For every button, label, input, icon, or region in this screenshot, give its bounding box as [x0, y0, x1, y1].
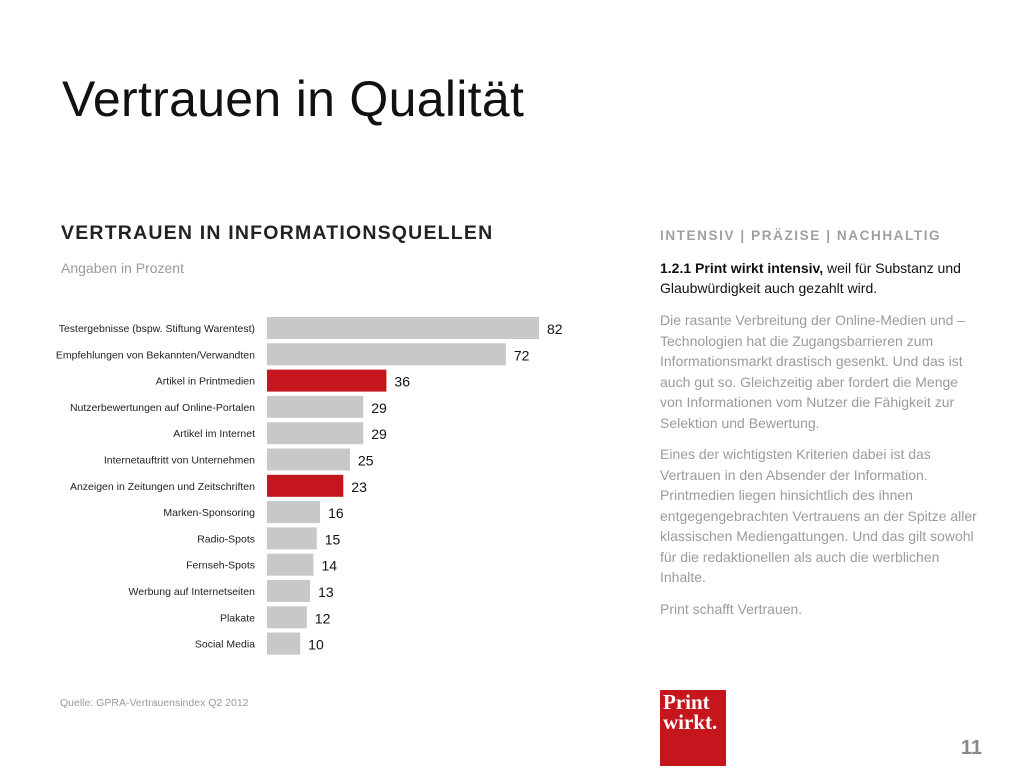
- bar: [267, 395, 364, 418]
- chart-title: VERTRAUEN IN INFORMATIONSQUELLEN: [61, 222, 494, 244]
- category-label: Empfehlungen von Bekannten/Verwandten: [56, 349, 255, 361]
- value-label: 15: [325, 531, 341, 547]
- value-label: 29: [371, 426, 387, 442]
- bar: [267, 422, 364, 445]
- bar: [267, 369, 387, 392]
- category-label: Social Media: [195, 639, 255, 651]
- bar: [267, 527, 317, 550]
- bar: [267, 474, 344, 497]
- value-label: 36: [394, 374, 410, 390]
- bar: [267, 553, 314, 576]
- value-label: 82: [547, 321, 563, 337]
- bar: [267, 343, 506, 366]
- value-label: 14: [321, 558, 337, 574]
- category-label: Fernseh-Spots: [186, 560, 255, 572]
- lead-rest: weil für Substanz und Glaubwürdigkeit au…: [660, 260, 961, 296]
- category-label: Anzeigen in Zeitungen und Zeitschriften: [70, 481, 255, 493]
- body-paragraph-1: Die rasante Verbreitung der Online-Medie…: [660, 312, 966, 431]
- value-label: 72: [514, 347, 530, 363]
- bar: [267, 606, 307, 629]
- bar: [267, 632, 301, 655]
- lead-paragraph: 1.2.1 Print wirkt intensiv, weil für Sub…: [660, 258, 982, 298]
- chart-subtitle: Angaben in Prozent: [61, 260, 184, 276]
- body-paragraph-3: Print schafft Vertrauen.: [660, 600, 803, 617]
- logo-line-2: wirkt.: [663, 710, 718, 734]
- category-label: Artikel in Printmedien: [156, 376, 255, 388]
- category-label: Internetauftritt von Unternehmen: [104, 455, 255, 467]
- value-label: 10: [308, 637, 324, 653]
- lead-bold: 1.2.1 Print wirkt intensiv,: [660, 260, 824, 276]
- value-label: 25: [358, 453, 374, 469]
- value-label: 16: [328, 505, 344, 521]
- slide-title: Vertrauen in Qualität: [62, 71, 525, 127]
- sidebar-text: INTENSIV | PRÄZISE | NACHHALTIG 1.2.1 Pr…: [660, 228, 982, 630]
- bar: [267, 501, 321, 524]
- bar: [267, 448, 350, 471]
- category-label: Marken-Sponsoring: [163, 507, 255, 519]
- bar: [267, 317, 539, 339]
- logo-line-1: Print: [663, 690, 710, 714]
- body-paragraph-2: Eines der wichtigsten Kriterien dabei is…: [660, 446, 977, 585]
- category-label: Radio-Spots: [197, 533, 255, 545]
- category-label: Nutzerbewertungen auf Online-Portalen: [70, 402, 255, 414]
- value-label: 13: [318, 584, 334, 600]
- chart-source: Quelle: GPRA-Vertrauensindex Q2 2012: [60, 697, 249, 709]
- category-label: Testergebnisse (bspw. Stiftung Warentest…: [59, 323, 255, 335]
- value-label: 23: [351, 479, 367, 495]
- category-label: Plakate: [220, 612, 255, 624]
- print-wirkt-logo: Print wirkt.: [660, 690, 726, 766]
- category-label: Werbung auf Internetseiten: [129, 586, 256, 598]
- value-label: 12: [315, 610, 331, 626]
- page-number: 11: [960, 737, 982, 759]
- category-label: Artikel im Internet: [173, 428, 255, 440]
- bar: [267, 580, 311, 602]
- value-label: 29: [371, 400, 387, 416]
- tagline: INTENSIV | PRÄZISE | NACHHALTIG: [660, 228, 942, 243]
